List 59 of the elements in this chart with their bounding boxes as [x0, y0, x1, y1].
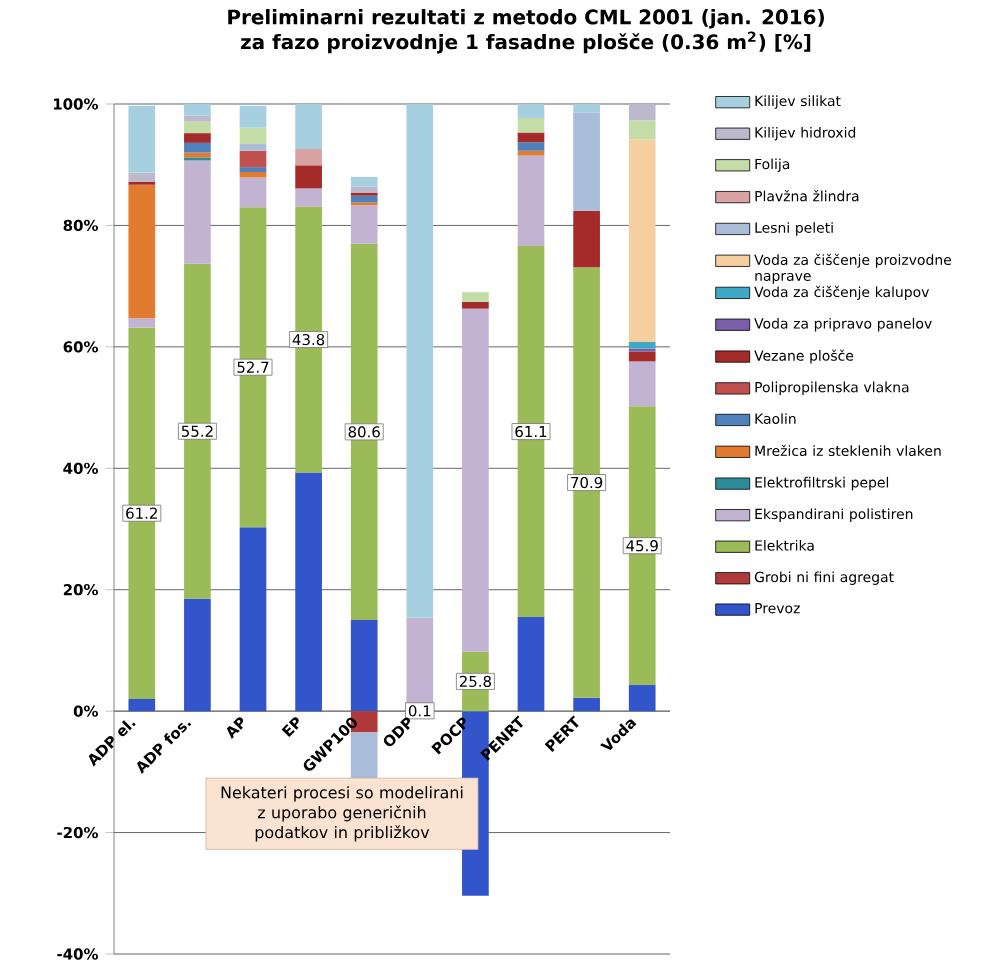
bar [406, 103, 434, 618]
bar [239, 127, 267, 145]
bar [239, 527, 267, 712]
bar [573, 210, 600, 268]
bar [628, 685, 656, 712]
bar [184, 103, 211, 116]
bar [517, 150, 545, 156]
bar [350, 186, 378, 193]
bar [184, 115, 211, 122]
bar [628, 341, 656, 349]
bar [350, 205, 378, 244]
bar [128, 105, 156, 173]
bar [628, 406, 656, 686]
bar [128, 318, 156, 328]
bar [462, 301, 489, 309]
bar [573, 112, 600, 211]
bar [239, 144, 267, 151]
bar [628, 361, 656, 407]
bar [517, 103, 545, 118]
bar [239, 105, 267, 128]
bar [128, 172, 156, 182]
bar [184, 160, 211, 264]
bar [295, 472, 322, 712]
bar [184, 263, 211, 599]
bar [239, 150, 267, 168]
bar [573, 267, 600, 698]
bar [517, 117, 545, 133]
bar [295, 206, 322, 473]
bar [184, 142, 211, 153]
bar [628, 351, 656, 362]
bar [573, 697, 600, 712]
chart-subtitle: za fazo proizvodnje 1 fasadne plošče (0.36 m$^{2}$) [%] [240, 31, 811, 54]
bar [517, 617, 545, 712]
bar [628, 139, 656, 342]
bar [350, 243, 378, 621]
bar [517, 246, 545, 618]
bar [128, 699, 156, 712]
bar [239, 177, 267, 208]
bar [239, 207, 267, 528]
bar [295, 103, 322, 149]
bar [295, 148, 322, 166]
bar [350, 195, 378, 203]
bar [350, 620, 378, 712]
bar [184, 121, 211, 134]
bar [350, 176, 378, 187]
bar [517, 132, 545, 143]
bar [184, 133, 211, 143]
bar [462, 292, 489, 302]
bar [128, 184, 156, 319]
bar [295, 165, 322, 189]
chart-title: Preliminarni rezultati z metodo CML 2001 (jan. 2016) [228, 9, 824, 29]
bar [628, 103, 656, 121]
bar [628, 120, 656, 140]
bar [517, 142, 545, 151]
bar [573, 103, 600, 113]
bar [517, 155, 545, 247]
bar [462, 308, 489, 652]
bar [184, 598, 211, 712]
bar [295, 188, 322, 207]
